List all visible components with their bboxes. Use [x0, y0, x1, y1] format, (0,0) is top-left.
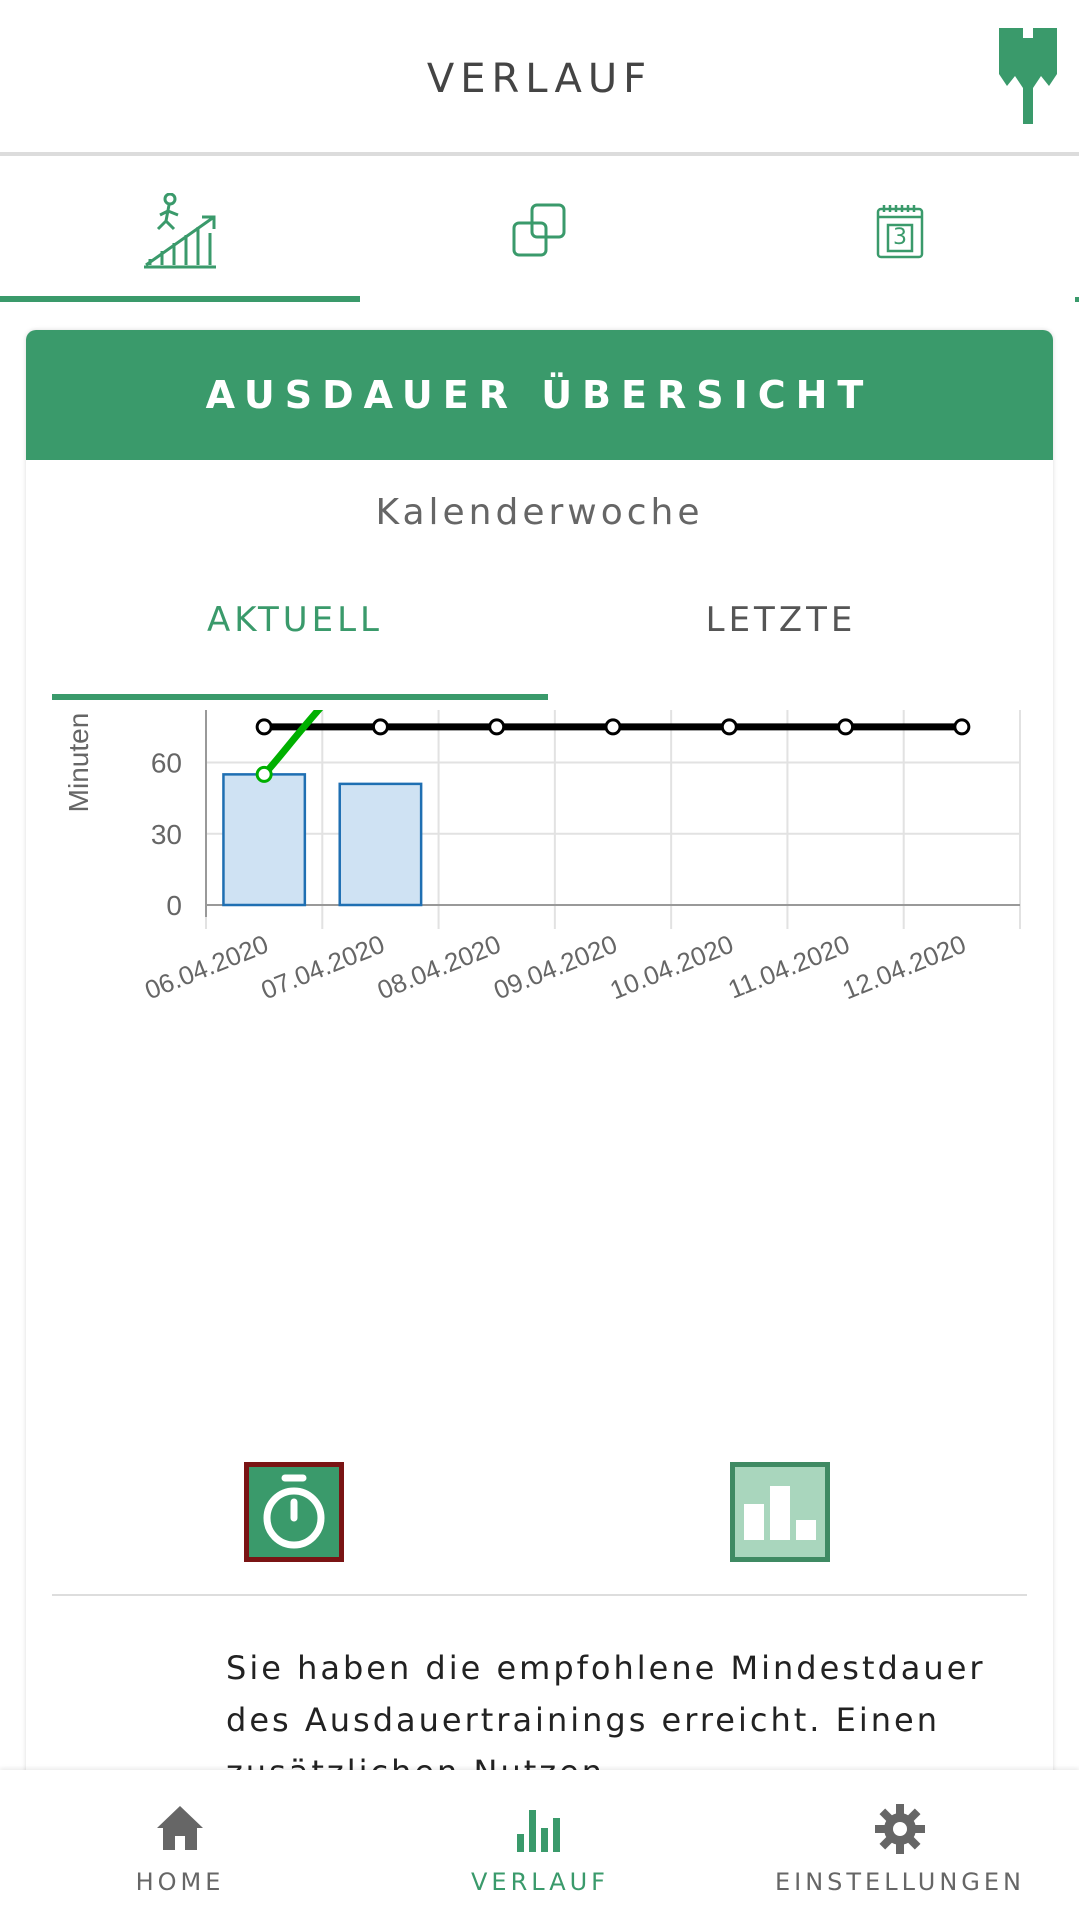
target-point	[255, 718, 273, 736]
divider	[52, 1594, 1027, 1596]
nav-home[interactable]: HOME	[0, 1770, 360, 1919]
tab-current[interactable]: AKTUELL	[207, 600, 383, 640]
x-tick-label: 06.04.2020	[140, 929, 272, 1006]
y-tick-label: 30	[151, 819, 182, 850]
calendar-icon	[876, 205, 924, 259]
tab-progress[interactable]	[0, 156, 360, 306]
x-tick-label: 12.04.2020	[838, 929, 970, 1006]
nav-home-label: HOME	[135, 1868, 225, 1896]
card-title: AUSDAUER ÜBERSICHT	[26, 330, 1053, 460]
home-icon	[157, 1806, 203, 1850]
endurance-chart: 0306090120Minuten06.04.202007.04.202008.…	[63, 710, 1021, 1006]
page-title: VERLAUF	[426, 56, 653, 102]
x-tick-label: 09.04.2020	[489, 929, 621, 1006]
target-point	[720, 718, 738, 736]
target-point	[371, 718, 389, 736]
target-point	[488, 718, 506, 736]
nav-verlauf-label: VERLAUF	[471, 1868, 609, 1896]
nav-settings[interactable]: EINSTELLUNGEN	[720, 1770, 1079, 1919]
target-point	[953, 718, 971, 736]
bar	[222, 773, 307, 907]
y-axis-label: Minuten	[63, 713, 94, 813]
nav-verlauf[interactable]: VERLAUF	[360, 1770, 720, 1919]
info-message: Sie haben die empfohlene Mindestdauer de…	[226, 1649, 986, 1790]
top-tab-bar: 3	[0, 156, 1079, 306]
tab-compare[interactable]	[360, 156, 720, 306]
bottom-nav: HOME VERLAUF EINSTELLUNGEN	[0, 1770, 1079, 1919]
bar-chart-icon	[744, 1486, 816, 1540]
segment-indicator	[52, 694, 548, 700]
progress-runner-icon	[144, 193, 216, 269]
y-tick-label: 0	[166, 890, 182, 921]
x-tick-label: 11.04.2020	[724, 929, 854, 1005]
x-tick-label: 08.04.2020	[373, 929, 505, 1006]
stats-button[interactable]	[730, 1462, 830, 1562]
actual-point	[255, 765, 273, 783]
target-point	[837, 718, 855, 736]
x-tick-label: 10.04.2020	[606, 929, 738, 1006]
stopwatch-icon	[263, 1474, 325, 1549]
endurance-card: AUSDAUER ÜBERSICHT Kalenderwoche AKTUELL…	[26, 330, 1053, 1790]
target-point	[604, 718, 622, 736]
overlap-squares-icon	[512, 203, 566, 257]
app-header: VERLAUF	[0, 0, 1079, 156]
y-tick-label: 60	[151, 748, 182, 779]
tab-calendar[interactable]	[720, 156, 1079, 306]
gear-icon	[875, 1804, 925, 1854]
bar	[338, 782, 423, 907]
bar-chart-icon	[517, 1810, 560, 1852]
tab-indicator	[0, 296, 360, 302]
timer-button[interactable]	[244, 1462, 344, 1562]
app-logo-icon	[999, 28, 1057, 124]
nav-settings-label: EINSTELLUNGEN	[774, 1868, 1026, 1896]
x-tick-label: 07.04.2020	[257, 929, 389, 1006]
tab-last[interactable]: LETZTE	[705, 600, 857, 640]
tab-edge-indicator	[1075, 297, 1079, 302]
week-label: Kalenderwoche	[375, 492, 704, 533]
